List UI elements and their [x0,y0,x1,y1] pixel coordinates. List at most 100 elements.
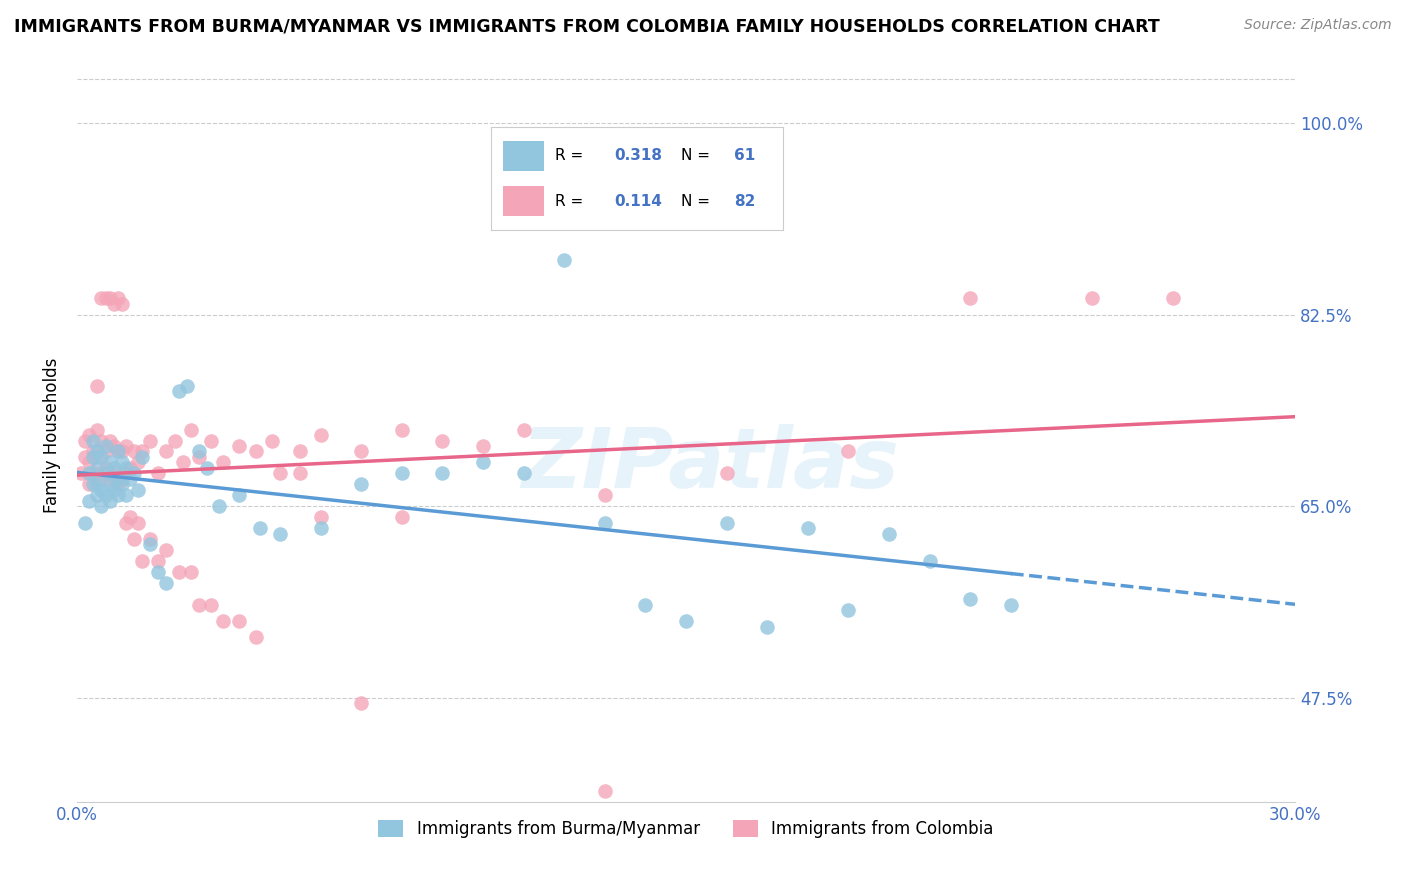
Point [77,455,100,469]
Point [90,467,112,481]
Point [122,467,145,481]
Point [172,455,194,469]
Point [98,291,121,305]
Point [111,477,134,491]
Point [148,565,170,579]
Point [593,783,616,797]
Point [94,467,117,481]
Point [350,477,373,491]
Point [959,592,981,607]
Point [675,614,697,628]
Point [107,444,129,458]
Point [176,379,198,393]
Point [107,477,129,491]
Point [82,444,104,458]
Point [139,434,162,448]
Point [1161,291,1184,305]
Point [350,696,373,710]
Point [107,291,129,305]
Point [260,434,283,448]
Point [472,455,495,469]
Point [249,521,271,535]
Point [200,598,222,612]
Point [269,467,291,481]
Text: IMMIGRANTS FROM BURMA/MYANMAR VS IMMIGRANTS FROM COLOMBIA FAMILY HOUSEHOLDS CORR: IMMIGRANTS FROM BURMA/MYANMAR VS IMMIGRA… [14,18,1160,36]
Point [70,467,93,481]
Point [797,521,820,535]
Point [98,434,121,448]
Point [309,428,332,442]
Point [118,472,141,486]
Point [167,565,190,579]
Point [122,444,145,458]
Point [245,444,267,458]
Point [94,488,117,502]
Point [77,467,100,481]
Point [959,291,981,305]
Point [86,423,108,437]
Point [290,444,312,458]
Point [103,461,125,475]
Point [756,619,779,633]
Point [107,488,129,502]
Point [155,444,177,458]
Point [103,467,125,481]
Point [634,598,657,612]
Point [114,439,136,453]
Point [118,461,141,475]
Point [111,455,134,469]
Point [86,444,108,458]
Point [155,543,177,558]
Point [75,516,97,530]
Point [86,472,108,486]
Point [103,483,125,497]
Y-axis label: Family Households: Family Households [44,358,60,513]
Point [148,554,170,568]
Point [103,297,125,311]
Point [122,532,145,546]
Point [716,467,738,481]
Point [163,434,186,448]
Point [1000,598,1022,612]
Point [111,297,134,311]
Point [212,614,235,628]
Point [512,467,534,481]
Point [103,439,125,453]
Point [245,631,267,645]
Point [148,467,170,481]
Point [187,450,209,464]
Point [75,450,97,464]
Point [90,434,112,448]
Point [131,450,153,464]
Point [432,467,454,481]
Point [391,467,413,481]
Point [127,483,149,497]
Point [180,565,202,579]
Point [512,423,534,437]
Point [432,434,454,448]
Point [195,461,218,475]
Point [94,461,117,475]
Point [1081,291,1104,305]
Point [187,598,209,612]
Point [114,516,136,530]
Point [350,444,373,458]
Point [139,537,162,551]
Point [82,477,104,491]
Point [228,439,250,453]
Point [837,603,859,617]
Point [877,526,900,541]
Point [114,461,136,475]
Point [111,444,134,458]
Point [309,510,332,524]
Legend: Immigrants from Burma/Myanmar, Immigrants from Colombia: Immigrants from Burma/Myanmar, Immigrant… [371,813,1001,845]
Point [94,439,117,453]
Point [75,434,97,448]
Point [114,488,136,502]
Point [553,252,575,267]
Point [90,499,112,513]
Point [114,467,136,481]
Point [77,493,100,508]
Point [94,444,117,458]
Point [228,488,250,502]
